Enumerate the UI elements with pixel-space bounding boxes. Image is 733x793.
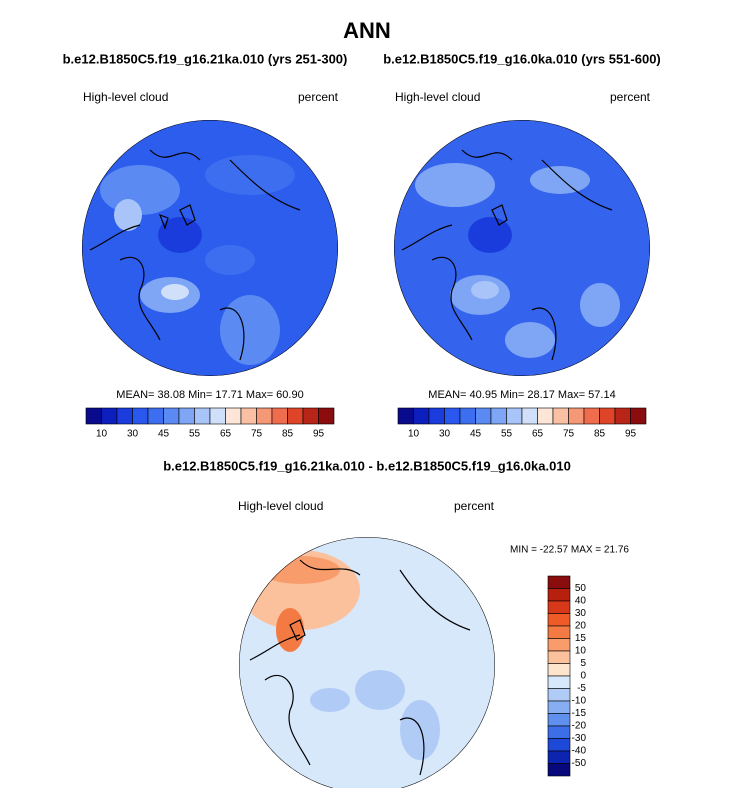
colorbar-box <box>271 407 288 425</box>
colorbar: 10 30 45 55 65 75 85 95 <box>397 407 647 440</box>
variable-label: High-level cloud <box>83 90 168 104</box>
colorbar-label: 30 <box>127 429 139 440</box>
colorbar-box <box>413 407 430 425</box>
colorbar-label: 10 <box>96 429 108 440</box>
colorbar-label: -40 <box>572 746 587 757</box>
colorbar-box <box>547 588 571 602</box>
variable-label: High-level cloud <box>238 499 323 513</box>
colorbar-box <box>547 613 571 627</box>
title: ANN <box>343 18 391 43</box>
colorbar-box <box>506 407 523 425</box>
subtitle: b.e12.B1850C5.f19_g16.21ka.010 (yrs 251-… <box>63 51 348 66</box>
colorbar-box <box>547 575 571 589</box>
units-label: percent <box>298 90 339 104</box>
colorbar-box <box>225 407 242 425</box>
colorbar-box <box>547 725 571 739</box>
colorbar-box <box>583 407 600 425</box>
colorbar-box <box>547 763 571 777</box>
colorbar-box <box>547 650 571 664</box>
colorbar-box <box>147 407 164 425</box>
colorbar-label: 75 <box>251 429 263 440</box>
colorbar-box <box>256 407 273 425</box>
colorbar-label: 95 <box>625 429 637 440</box>
colorbar-label: 45 <box>470 429 482 440</box>
colorbar-box <box>537 407 554 425</box>
colorbar-box <box>547 688 571 702</box>
colorbar-box <box>116 407 133 425</box>
colorbar-box <box>547 738 571 752</box>
colorbar-box <box>547 625 571 639</box>
colorbar-box <box>552 407 569 425</box>
colorbar-label: 75 <box>563 429 575 440</box>
colorbar-label: 50 <box>575 583 587 594</box>
colorbar-label: 45 <box>158 429 170 440</box>
colorbar-box <box>318 407 335 425</box>
colorbar-label: -30 <box>572 733 587 744</box>
colorbar-label: -50 <box>572 758 587 769</box>
colorbar-box <box>547 675 571 689</box>
colorbar-label: 30 <box>575 608 587 619</box>
colorbar-box <box>132 407 149 425</box>
map <box>239 537 495 793</box>
colorbar-box <box>240 407 257 425</box>
colorbar: 10 30 45 55 65 75 85 95 <box>85 407 335 440</box>
difference-title: b.e12.B1850C5.f19_g16.21ka.010 - b.e12.B… <box>163 458 571 473</box>
variable-label: High-level cloud <box>395 90 480 104</box>
colorbar-label: -20 <box>572 721 587 732</box>
stats: MEAN= 40.95 Min= 28.17 Max= 57.14 <box>428 389 615 401</box>
colorbar-box <box>302 407 319 425</box>
map <box>394 120 650 376</box>
units-label: percent <box>454 499 495 513</box>
colorbar-box <box>194 407 211 425</box>
colorbar-label: 85 <box>282 429 294 440</box>
colorbar-label: 65 <box>220 429 232 440</box>
colorbar-box <box>475 407 492 425</box>
colorbar-box <box>547 638 571 652</box>
colorbar-box <box>209 407 226 425</box>
colorbar-box <box>599 407 616 425</box>
colorbar-label: -15 <box>572 708 587 719</box>
colorbar-box <box>547 600 571 614</box>
colorbar-label: 10 <box>408 429 420 440</box>
colorbar-label: 15 <box>575 633 587 644</box>
colorbar-box <box>521 407 538 425</box>
colorbar-box <box>630 407 647 425</box>
colorbar-box <box>490 407 507 425</box>
colorbar-box <box>287 407 304 425</box>
colorbar-box <box>547 713 571 727</box>
colorbar-box <box>547 700 571 714</box>
colorbar-label: -5 <box>577 683 586 694</box>
subtitle: b.e12.B1850C5.f19_g16.0ka.010 (yrs 551-6… <box>383 51 661 66</box>
colorbar-label: -10 <box>572 696 587 707</box>
colorbar-label: 5 <box>580 658 586 669</box>
colorbar-label: 0 <box>580 671 586 682</box>
colorbar-label: 20 <box>575 621 587 632</box>
colorbar-label: 30 <box>439 429 451 440</box>
colorbar-box <box>428 407 445 425</box>
map <box>82 120 338 376</box>
stats: MEAN= 38.08 Min= 17.71 Max= 60.90 <box>116 389 303 401</box>
colorbar-label: 85 <box>594 429 606 440</box>
colorbar-label: 10 <box>575 646 587 657</box>
colorbar-box <box>85 407 102 425</box>
units-label: percent <box>610 90 651 104</box>
colorbar-box <box>547 750 571 764</box>
colorbar-box <box>163 407 180 425</box>
colorbar-label: 55 <box>501 429 513 440</box>
colorbar-box <box>459 407 476 425</box>
colorbar-box <box>397 407 414 425</box>
colorbar-box <box>101 407 118 425</box>
colorbar-label: 65 <box>532 429 544 440</box>
colorbar-box <box>614 407 631 425</box>
colorbar-box <box>568 407 585 425</box>
colorbar-label: 40 <box>575 596 587 607</box>
colorbar-label: 55 <box>189 429 201 440</box>
stats: MIN = -22.57 MAX = 21.76 <box>510 545 629 556</box>
colorbar-box <box>178 407 195 425</box>
colorbar-box <box>444 407 461 425</box>
colorbar-label: 95 <box>313 429 325 440</box>
colorbar-box <box>547 663 571 677</box>
